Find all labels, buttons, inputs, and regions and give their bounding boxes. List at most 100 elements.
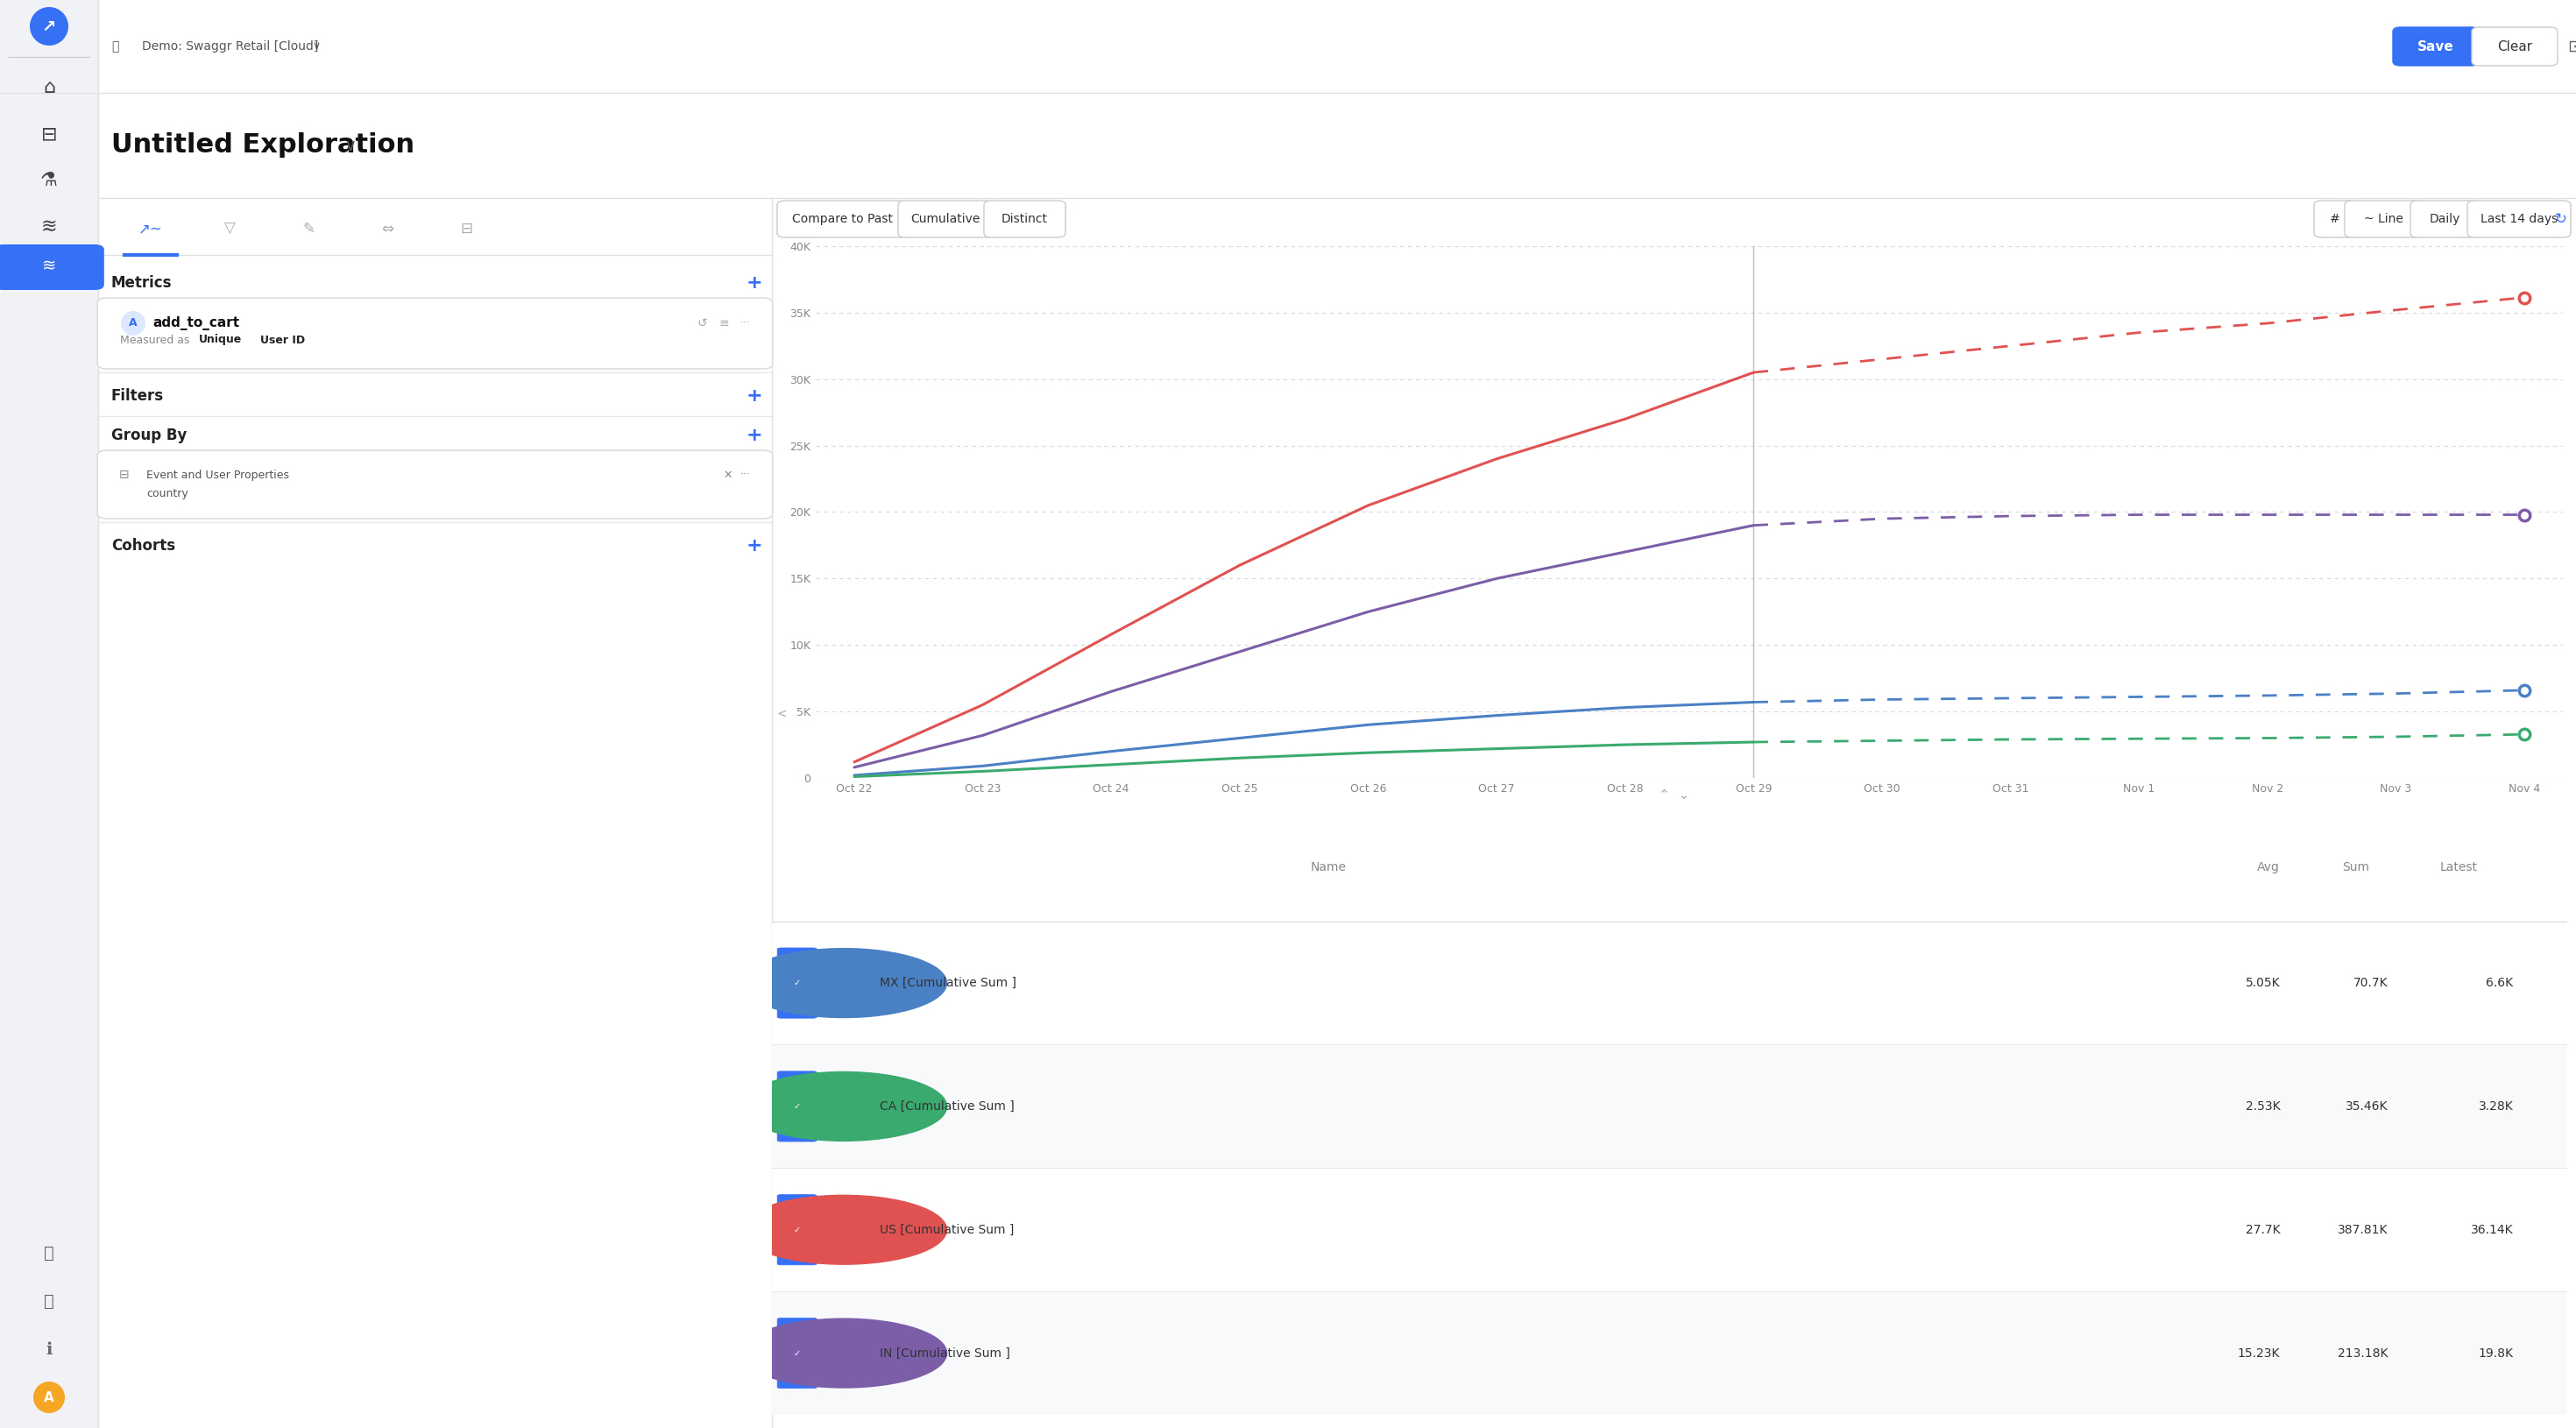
Text: 5.05K: 5.05K xyxy=(2246,977,2280,990)
Text: 387.81K: 387.81K xyxy=(2336,1224,2388,1235)
Text: Name: Name xyxy=(1311,861,1347,874)
FancyBboxPatch shape xyxy=(2473,27,2558,66)
Text: ↗: ↗ xyxy=(41,19,57,34)
Text: Filters: Filters xyxy=(111,388,165,404)
Text: Clear: Clear xyxy=(2496,40,2532,53)
Ellipse shape xyxy=(121,311,144,336)
Text: ⚗: ⚗ xyxy=(41,171,57,190)
Text: +: + xyxy=(747,274,762,291)
Text: Metrics: Metrics xyxy=(111,276,173,291)
Text: <: < xyxy=(775,708,786,720)
Circle shape xyxy=(742,1072,948,1141)
Text: Group By: Group By xyxy=(111,427,188,443)
Text: 🔍: 🔍 xyxy=(44,1244,54,1261)
Text: 35.46K: 35.46K xyxy=(2344,1100,2388,1112)
Text: IN [Cumulative Sum ]: IN [Cumulative Sum ] xyxy=(878,1347,1010,1359)
Text: 📁: 📁 xyxy=(111,40,118,53)
Circle shape xyxy=(742,1318,948,1388)
Text: 36.14K: 36.14K xyxy=(2470,1224,2514,1235)
FancyBboxPatch shape xyxy=(98,298,773,368)
Text: country: country xyxy=(147,488,188,500)
FancyBboxPatch shape xyxy=(778,1318,817,1388)
Text: 2.53K: 2.53K xyxy=(2246,1100,2280,1112)
Text: Untitled Exploration: Untitled Exploration xyxy=(111,133,415,159)
Text: Avg: Avg xyxy=(2257,861,2280,874)
Ellipse shape xyxy=(31,7,70,46)
Text: Save: Save xyxy=(2416,40,2455,53)
Text: Compare to Past: Compare to Past xyxy=(791,213,891,226)
Text: add_to_cart: add_to_cart xyxy=(152,316,240,330)
Text: ~ Line: ~ Line xyxy=(2365,213,2403,226)
Text: ≋: ≋ xyxy=(41,258,57,274)
Text: ⊟: ⊟ xyxy=(41,126,57,143)
Text: 15.23K: 15.23K xyxy=(2239,1347,2280,1359)
Text: ⊡: ⊡ xyxy=(2568,39,2576,54)
Text: ▽: ▽ xyxy=(224,221,234,237)
Text: ∨: ∨ xyxy=(312,41,319,53)
Circle shape xyxy=(742,948,948,1018)
FancyBboxPatch shape xyxy=(2344,200,2421,237)
Text: 🔔: 🔔 xyxy=(44,1292,54,1309)
Text: Cumulative: Cumulative xyxy=(912,213,981,226)
Bar xyxy=(773,921,2568,1045)
Text: ✓: ✓ xyxy=(793,1225,801,1234)
Text: ✕: ✕ xyxy=(724,470,732,481)
Text: ⌃  ⌄: ⌃ ⌄ xyxy=(1659,788,1690,803)
Text: ↺: ↺ xyxy=(696,317,706,330)
Text: Distinct: Distinct xyxy=(1002,213,1048,226)
FancyBboxPatch shape xyxy=(2313,200,2357,237)
Text: ↻: ↻ xyxy=(2555,211,2568,227)
FancyBboxPatch shape xyxy=(0,244,103,290)
FancyBboxPatch shape xyxy=(778,200,907,237)
FancyBboxPatch shape xyxy=(899,200,992,237)
Text: ≡: ≡ xyxy=(719,317,729,330)
FancyBboxPatch shape xyxy=(98,450,773,518)
Text: Sum: Sum xyxy=(2342,861,2370,874)
Text: US [Cumulative Sum ]: US [Cumulative Sum ] xyxy=(878,1224,1015,1235)
FancyBboxPatch shape xyxy=(984,200,1066,237)
Text: ℹ: ℹ xyxy=(46,1341,52,1358)
Text: MX [Cumulative Sum ]: MX [Cumulative Sum ] xyxy=(878,977,1018,990)
Text: Unique: Unique xyxy=(198,334,242,346)
Text: ✎: ✎ xyxy=(301,221,314,237)
Text: ⊟: ⊟ xyxy=(118,468,129,481)
Text: ···: ··· xyxy=(739,317,750,328)
FancyBboxPatch shape xyxy=(778,1071,817,1141)
Text: #: # xyxy=(2329,213,2339,226)
FancyBboxPatch shape xyxy=(778,948,817,1018)
Text: A: A xyxy=(129,317,137,328)
Text: ✓: ✓ xyxy=(793,1102,801,1111)
Text: ↗~: ↗~ xyxy=(139,221,162,237)
Text: 27.7K: 27.7K xyxy=(2246,1224,2280,1235)
Bar xyxy=(0,0,98,1428)
FancyBboxPatch shape xyxy=(778,1195,817,1265)
Bar xyxy=(773,1168,2568,1291)
Text: 19.8K: 19.8K xyxy=(2478,1347,2514,1359)
Text: ∨: ∨ xyxy=(343,137,355,154)
Bar xyxy=(773,1045,2568,1168)
Text: User ID: User ID xyxy=(260,334,304,346)
Text: ···: ··· xyxy=(739,470,750,481)
Text: A: A xyxy=(44,1391,54,1404)
Text: ⊟: ⊟ xyxy=(461,221,471,237)
Text: +: + xyxy=(747,427,762,444)
Text: ⇔: ⇔ xyxy=(381,221,394,237)
Text: +: + xyxy=(747,387,762,404)
Text: 213.18K: 213.18K xyxy=(2336,1347,2388,1359)
Text: Daily: Daily xyxy=(2429,213,2460,226)
Text: Latest: Latest xyxy=(2439,861,2478,874)
Text: 70.7K: 70.7K xyxy=(2352,977,2388,990)
Text: Last 14 days: Last 14 days xyxy=(2481,213,2558,226)
Circle shape xyxy=(742,1195,948,1264)
Text: ≋: ≋ xyxy=(41,218,57,236)
Ellipse shape xyxy=(33,1381,64,1414)
FancyBboxPatch shape xyxy=(2468,200,2571,237)
Text: ✓: ✓ xyxy=(793,978,801,987)
Text: Demo: Swaggr Retail [Cloud]: Demo: Swaggr Retail [Cloud] xyxy=(142,40,319,53)
Text: Cohorts: Cohorts xyxy=(111,538,175,554)
Bar xyxy=(773,1291,2568,1415)
Text: ✓: ✓ xyxy=(793,1349,801,1358)
Text: 3.28K: 3.28K xyxy=(2478,1100,2514,1112)
Text: +: + xyxy=(747,537,762,554)
FancyBboxPatch shape xyxy=(2411,200,2478,237)
